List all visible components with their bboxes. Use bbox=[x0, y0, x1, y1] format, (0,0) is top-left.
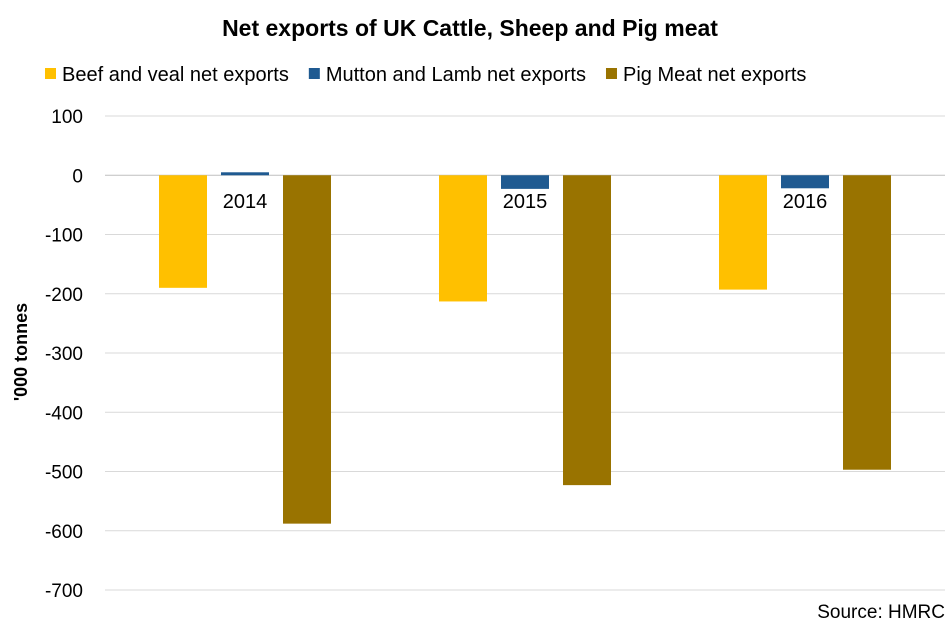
y-tick-label: 0 bbox=[72, 166, 83, 187]
y-axis-ticks: 100 0 -100 -200 -300 -400 -500 -600 -700 bbox=[45, 107, 83, 602]
legend: Beef and veal net exports Mutton and Lamb… bbox=[45, 64, 806, 86]
bar bbox=[283, 175, 331, 524]
y-tick-label: -100 bbox=[45, 226, 83, 247]
category-label: 2015 bbox=[503, 191, 548, 213]
bar bbox=[843, 175, 891, 470]
legend-swatch bbox=[308, 68, 320, 79]
category-label: 2014 bbox=[223, 191, 268, 213]
y-tick-label: -300 bbox=[45, 344, 83, 365]
bar bbox=[439, 175, 487, 302]
category-labels: 2014 2015 2016 bbox=[223, 191, 828, 213]
chart-title: Net exports of UK Cattle, Sheep and Pig … bbox=[222, 15, 718, 41]
legend-label: Beef and veal net exports bbox=[62, 64, 289, 86]
bar bbox=[159, 175, 207, 288]
source-note: Source: HMRC bbox=[817, 602, 945, 621]
bar bbox=[719, 175, 767, 290]
legend-label: Mutton and Lamb net exports bbox=[326, 64, 586, 86]
category-label: 2016 bbox=[783, 191, 828, 213]
y-tick-label: 100 bbox=[51, 107, 83, 128]
y-tick-label: -200 bbox=[45, 285, 83, 306]
y-tick-label: -600 bbox=[45, 522, 83, 543]
bar bbox=[221, 172, 269, 176]
bar bbox=[501, 175, 549, 189]
y-tick-label: -500 bbox=[45, 463, 83, 484]
bars bbox=[159, 172, 891, 524]
y-tick-label: -700 bbox=[45, 581, 83, 602]
legend-label: Pig Meat net exports bbox=[623, 64, 806, 86]
legend-swatch bbox=[605, 68, 617, 79]
legend-swatch bbox=[45, 68, 56, 79]
y-axis-label: '000 tonnes bbox=[11, 303, 31, 401]
bar bbox=[781, 175, 829, 189]
bar bbox=[563, 175, 611, 486]
y-tick-label: -400 bbox=[45, 403, 83, 424]
